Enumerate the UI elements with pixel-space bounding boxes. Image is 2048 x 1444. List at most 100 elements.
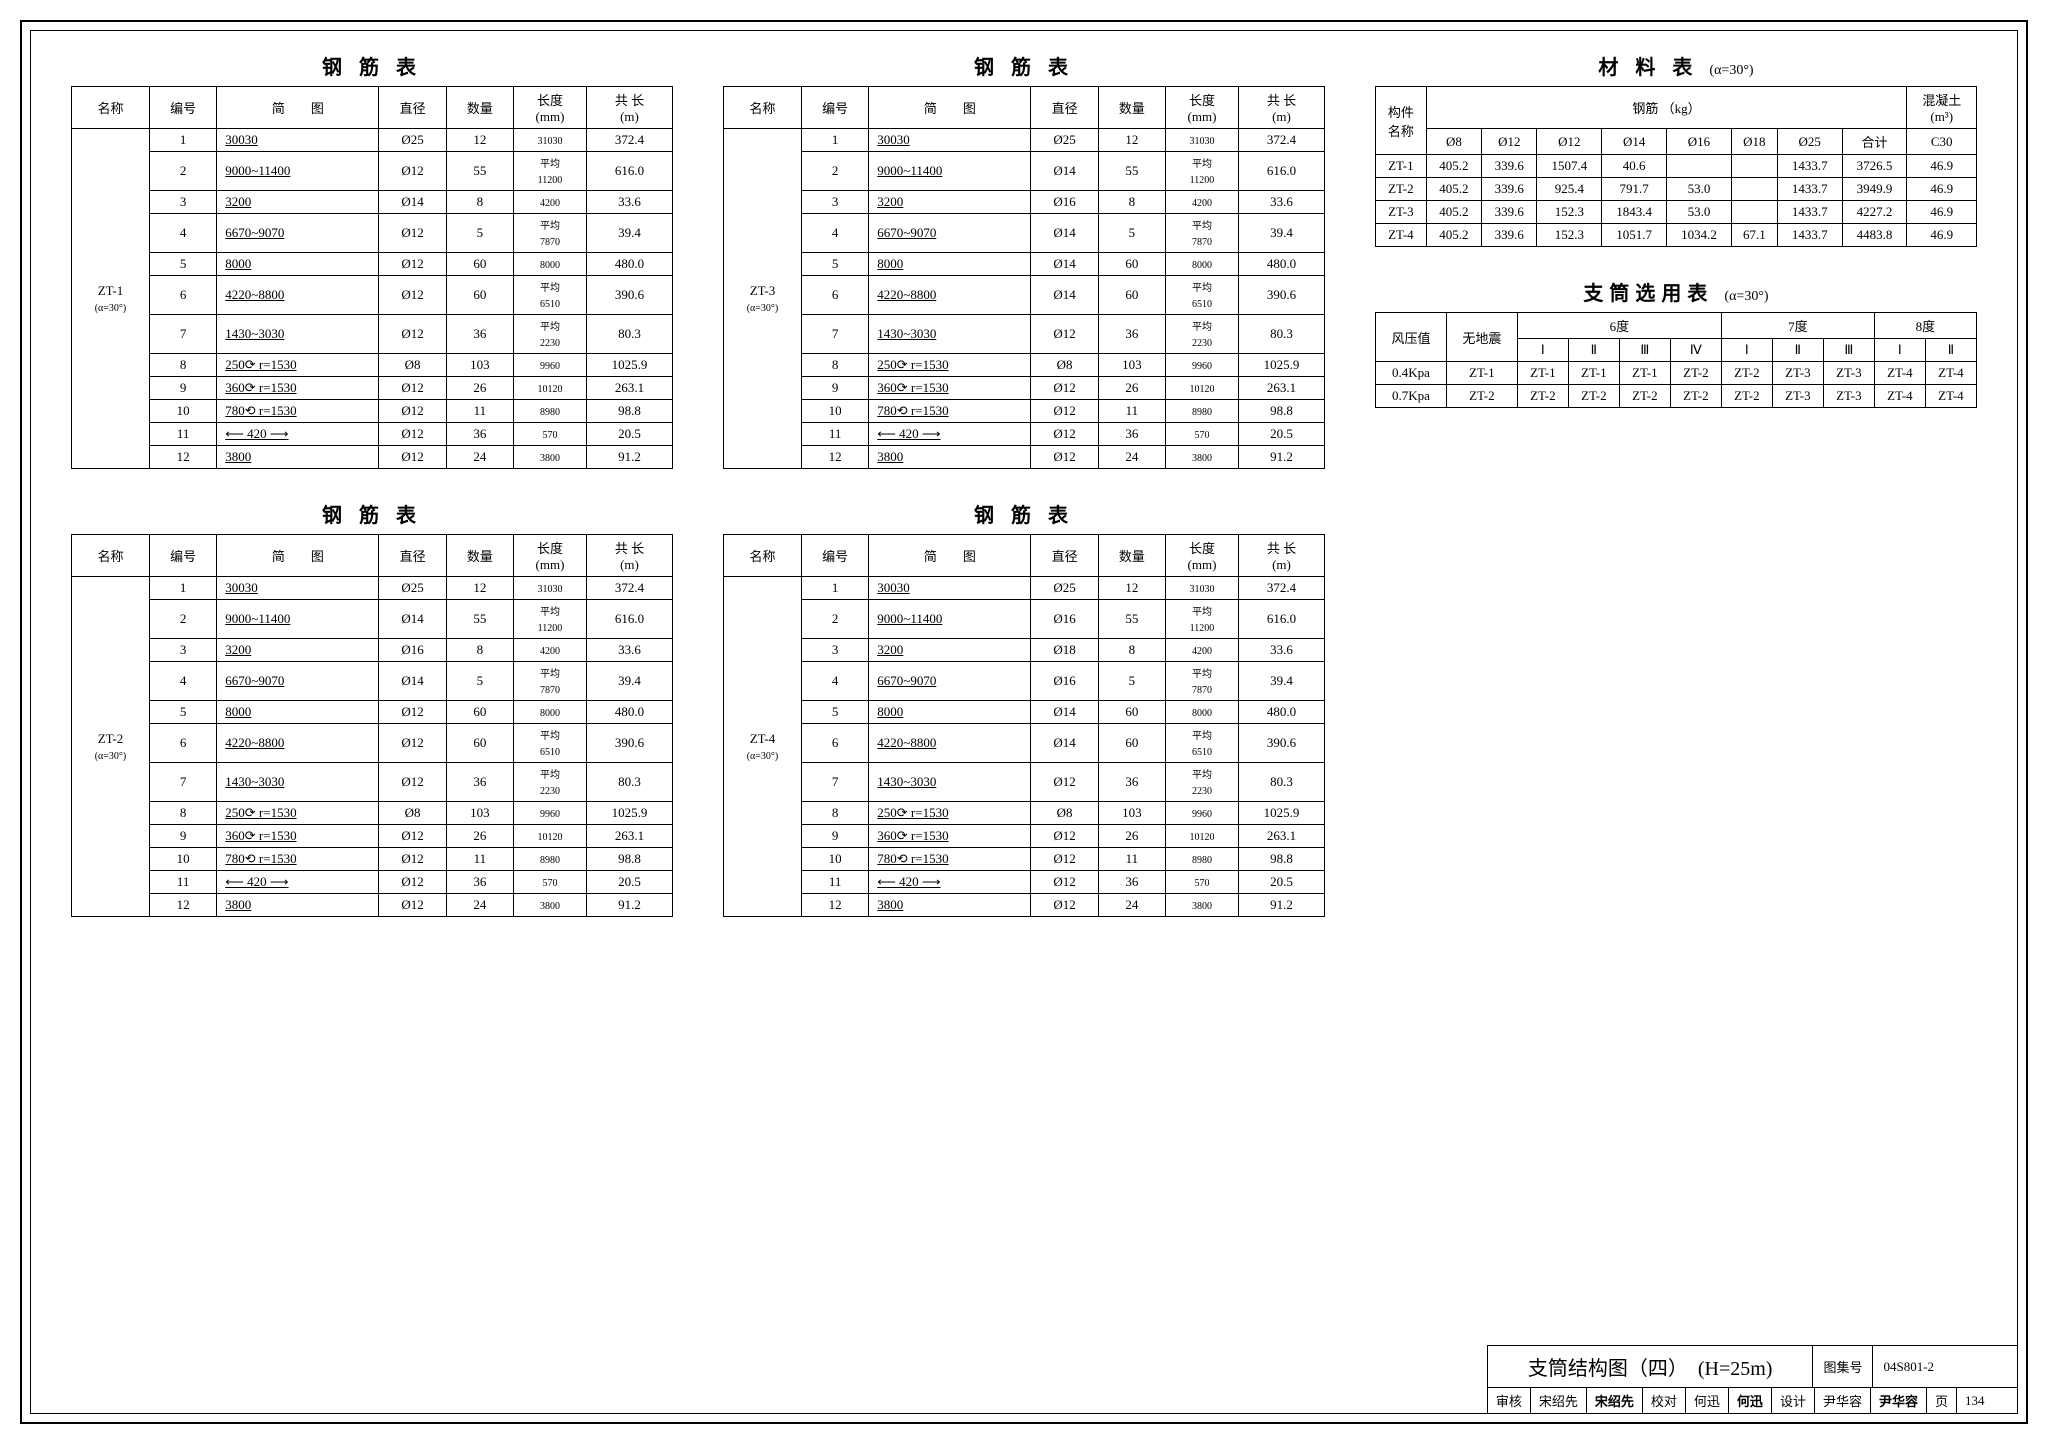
sel-subcol: Ⅲ	[1823, 339, 1874, 362]
rebar-num: 6	[149, 724, 216, 763]
rebar-num: 9	[801, 825, 868, 848]
column-right: 材 料 表 (α=30°)构件名称钢筋 （kg）混凝土(m³)Ø8Ø12Ø12Ø…	[1375, 51, 1977, 1333]
rebar-qty: 36	[446, 423, 513, 446]
rebar-num: 3	[801, 639, 868, 662]
rebar-len: 570	[1166, 871, 1239, 894]
rebar-num: 7	[801, 315, 868, 354]
rebar-row: ZT-1(α=30°)130030Ø251231030372.4	[72, 129, 673, 152]
rebar-num: 4	[149, 214, 216, 253]
rebar-header: 数量	[446, 87, 513, 129]
mat-col: Ø18	[1731, 129, 1777, 155]
sel-cell: ZT-4	[1874, 362, 1925, 385]
mat-cell: ZT-4	[1376, 224, 1427, 247]
rebar-dia: Ø12	[379, 446, 446, 469]
rebar-block-zt4: 钢 筋 表名称编号简 图直径数量长度(mm)共 长(m)ZT-4(α=30°)1…	[723, 499, 1325, 917]
rebar-row: 9360⟳ r=1530Ø122610120263.1	[72, 377, 673, 400]
rebar-len: 4200	[1166, 639, 1239, 662]
rebar-num: 7	[801, 763, 868, 802]
rebar-len: 平均2230	[1166, 315, 1239, 354]
rebar-name: ZT-3(α=30°)	[724, 129, 802, 469]
mat-cell: ZT-1	[1376, 155, 1427, 178]
rebar-dia: Ø8	[1031, 802, 1098, 825]
mat-cell: 405.2	[1426, 155, 1481, 178]
sel-cell: ZT-3	[1823, 385, 1874, 408]
rebar-dia: Ø12	[1031, 315, 1098, 354]
rebar-total: 616.0	[586, 152, 672, 191]
rebar-diagram: 3200	[869, 191, 1031, 214]
mat-cell: 3949.9	[1842, 178, 1907, 201]
rebar-header: 名称	[72, 535, 150, 577]
rebar-table: 名称编号简 图直径数量长度(mm)共 长(m)ZT-3(α=30°)130030…	[723, 86, 1325, 469]
rebar-row: 33200Ø168420033.6	[724, 191, 1325, 214]
rebar-diagram: 780⟲ r=1530	[869, 848, 1031, 871]
rebar-name: ZT-1(α=30°)	[72, 129, 150, 469]
select-block: 支筒选用表 (α=30°)风压值无地震6度7度8度ⅠⅡⅢⅣⅠⅡⅢⅠⅡ0.4Kpa…	[1375, 277, 1977, 408]
rebar-qty: 60	[446, 701, 513, 724]
rebar-num: 7	[149, 763, 216, 802]
rebar-dia: Ø14	[1031, 276, 1098, 315]
rebar-len: 10120	[514, 825, 587, 848]
rebar-total: 372.4	[1238, 129, 1324, 152]
rebar-len: 31030	[1166, 129, 1239, 152]
rebar-total: 1025.9	[1238, 354, 1324, 377]
rebar-dia: Ø12	[379, 763, 446, 802]
rebar-dia: Ø12	[379, 152, 446, 191]
mat-cell: 1051.7	[1602, 224, 1667, 247]
rebar-total: 372.4	[1238, 577, 1324, 600]
rebar-len: 4200	[1166, 191, 1239, 214]
rebar-dia: Ø25	[379, 129, 446, 152]
rebar-dia: Ø12	[379, 894, 446, 917]
rebar-len: 平均2230	[1166, 763, 1239, 802]
rebar-len: 8980	[514, 848, 587, 871]
sel-cell: ZT-2	[1619, 385, 1670, 408]
rebar-dia: Ø14	[1031, 152, 1098, 191]
rebar-row: 64220~8800Ø1260平均6510390.6	[72, 724, 673, 763]
sel-row: 0.7KpaZT-2ZT-2ZT-2ZT-2ZT-2ZT-2ZT-3ZT-3ZT…	[1376, 385, 1977, 408]
rebar-diagram: 4220~8800	[869, 724, 1031, 763]
rebar-qty: 8	[446, 191, 513, 214]
rebar-total: 390.6	[586, 724, 672, 763]
rebar-len: 平均7870	[1166, 214, 1239, 253]
rebar-len: 4200	[514, 191, 587, 214]
rebar-row: 10780⟲ r=1530Ø1211898098.8	[72, 400, 673, 423]
rebar-num: 6	[149, 276, 216, 315]
rebar-len: 10120	[1166, 825, 1239, 848]
mat-cell	[1731, 178, 1777, 201]
rebar-len: 10120	[514, 377, 587, 400]
rebar-row: 71430~3030Ø1236平均223080.3	[724, 763, 1325, 802]
rebar-header: 数量	[1098, 535, 1165, 577]
mat-row: ZT-3405.2339.6152.31843.453.01433.74227.…	[1376, 201, 1977, 224]
rebar-diagram: 4220~8800	[869, 276, 1031, 315]
rebar-row: 9360⟳ r=1530Ø122610120263.1	[724, 377, 1325, 400]
rebar-diagram: 6670~9070	[869, 214, 1031, 253]
rebar-title: 钢 筋 表	[723, 51, 1325, 80]
rebar-row: 58000Ø12608000480.0	[72, 701, 673, 724]
rebar-row: 33200Ø148420033.6	[72, 191, 673, 214]
rebar-total: 390.6	[1238, 276, 1324, 315]
rebar-qty: 60	[1098, 701, 1165, 724]
rebar-num: 1	[149, 577, 216, 600]
rebar-diagram: 30030	[869, 129, 1031, 152]
rebar-qty: 55	[446, 600, 513, 639]
mat-cell: 152.3	[1537, 201, 1602, 224]
rebar-row: 33200Ø168420033.6	[72, 639, 673, 662]
rebar-len: 9960	[1166, 802, 1239, 825]
rebar-diagram: 6670~9070	[869, 662, 1031, 701]
rebar-header: 简 图	[217, 535, 379, 577]
rebar-qty: 36	[1098, 763, 1165, 802]
design-name: 尹华容	[1815, 1388, 1871, 1413]
rebar-qty: 60	[446, 253, 513, 276]
rebar-header: 简 图	[869, 87, 1031, 129]
rebar-diagram: 250⟳ r=1530	[869, 802, 1031, 825]
rebar-qty: 103	[446, 802, 513, 825]
rebar-len: 8980	[1166, 400, 1239, 423]
rebar-name: ZT-2(α=30°)	[72, 577, 150, 917]
rebar-total: 263.1	[586, 377, 672, 400]
rebar-row: 29000~11400Ø1455平均11200616.0	[724, 152, 1325, 191]
rebar-len: 9960	[1166, 354, 1239, 377]
rebar-total: 1025.9	[586, 354, 672, 377]
rebar-header: 直径	[1031, 535, 1098, 577]
mat-h-name: 构件名称	[1376, 87, 1427, 155]
mat-cell	[1731, 155, 1777, 178]
rebar-len: 平均11200	[1166, 600, 1239, 639]
